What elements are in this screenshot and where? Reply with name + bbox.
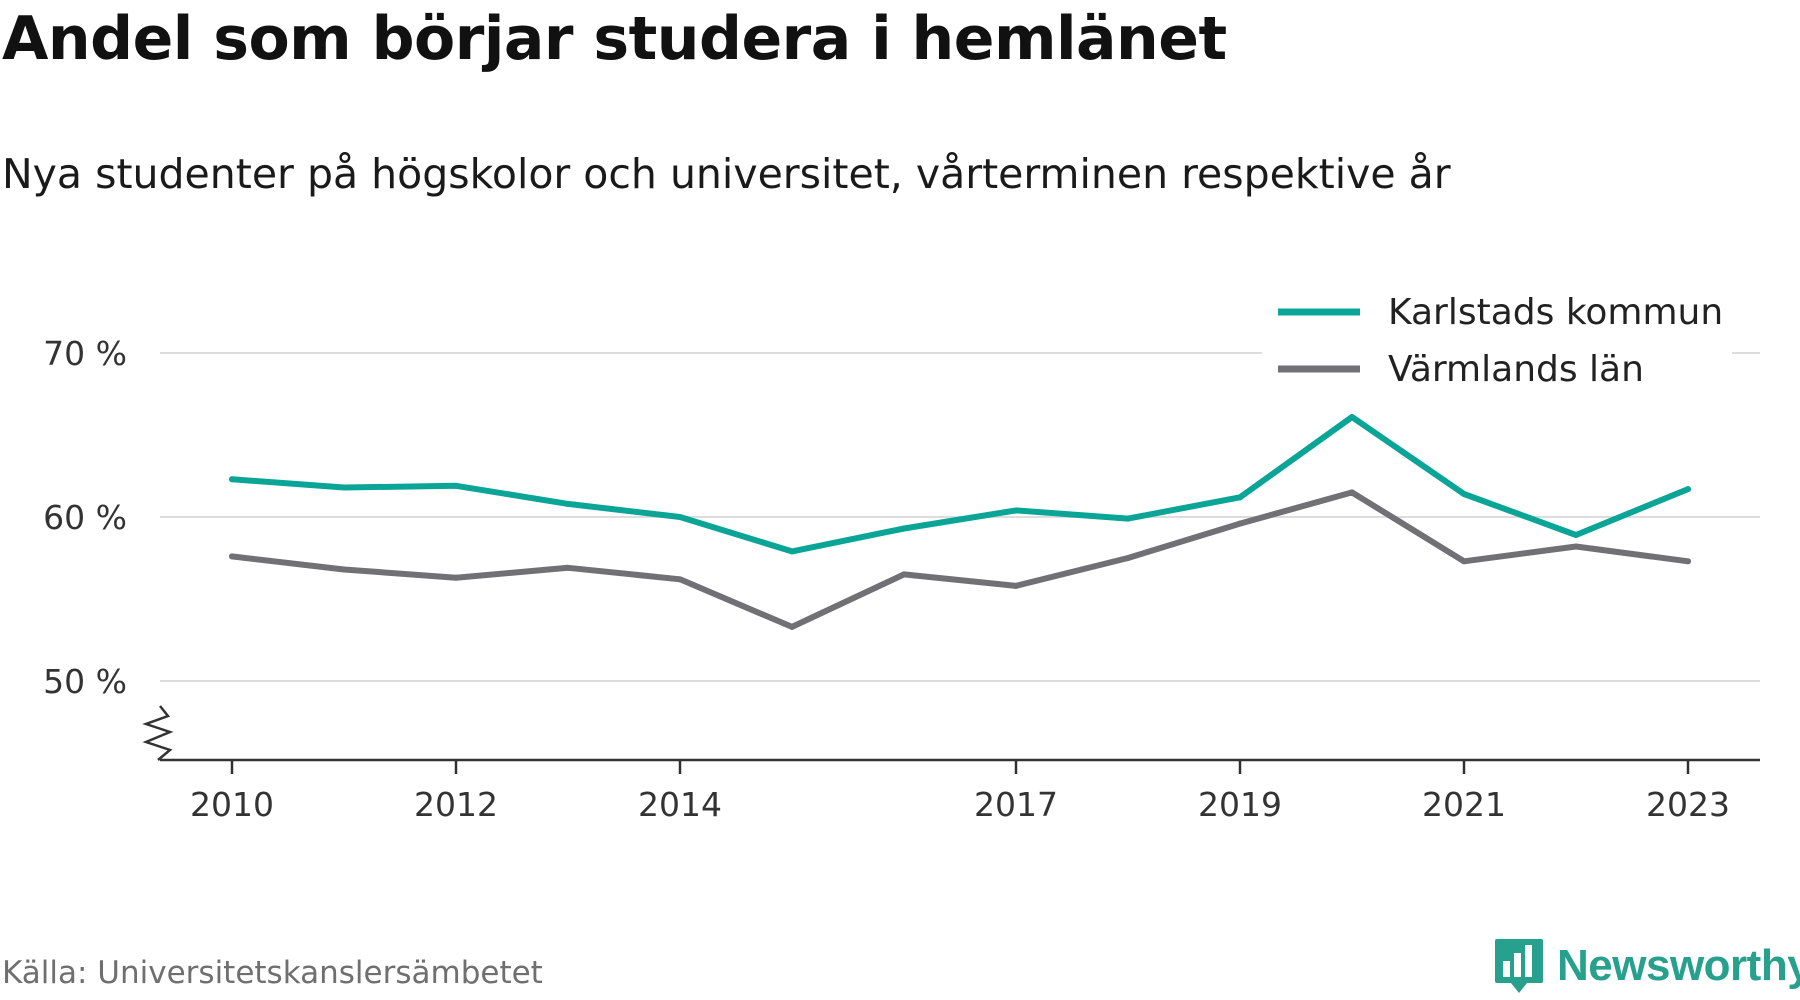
legend[interactable]: Karlstads kommun Värmlands län (1262, 286, 1732, 394)
data-point[interactable] (453, 482, 459, 489)
data-point[interactable] (901, 525, 907, 532)
y-tick-label: 50 % (43, 662, 127, 701)
bar-chart-logo-icon (1495, 939, 1543, 993)
data-point[interactable] (901, 571, 907, 578)
data-point[interactable] (1237, 494, 1243, 501)
series-line-1 (229, 489, 1691, 630)
data-point[interactable] (1573, 543, 1579, 550)
y-tick-label: 70 % (43, 334, 127, 373)
data-point[interactable] (1349, 413, 1355, 420)
data-point[interactable] (677, 576, 683, 583)
x-tick-label: 2023 (1646, 785, 1730, 824)
y-tick-label: 60 % (43, 498, 127, 537)
source-note: Källa: Universitetskanslersämbetet (2, 955, 543, 991)
data-point[interactable] (1461, 491, 1467, 498)
brand-logo[interactable]: Newsworthy (1493, 935, 1800, 997)
data-point[interactable] (341, 566, 347, 573)
x-tick-label: 2017 (974, 785, 1058, 824)
legend-label[interactable]: Karlstads kommun (1388, 292, 1723, 333)
x-tick-label: 2019 (1198, 785, 1282, 824)
data-point[interactable] (565, 564, 571, 571)
series-lines (229, 413, 1691, 630)
data-point[interactable] (1685, 486, 1691, 493)
x-tick-label: 2010 (190, 785, 274, 824)
data-point[interactable] (1125, 515, 1131, 522)
data-point[interactable] (677, 514, 683, 520)
data-point[interactable] (789, 623, 795, 630)
data-point[interactable] (229, 476, 235, 483)
data-point[interactable] (229, 553, 235, 560)
data-point[interactable] (1573, 532, 1579, 539)
legend-background (1262, 286, 1732, 394)
page-title: Andel som börjar studera i hemlänet (2, 4, 1227, 74)
x-axis-ticks: 2010 2012 2014 2017 2019 2021 2023 (190, 760, 1730, 824)
x-axis (142, 705, 1760, 762)
legend-label[interactable]: Värmlands län (1388, 349, 1644, 390)
x-tick-label: 2014 (638, 785, 722, 824)
data-point[interactable] (1013, 582, 1019, 589)
data-point[interactable] (453, 574, 459, 581)
data-point[interactable] (789, 548, 795, 555)
data-point[interactable] (341, 484, 347, 491)
data-point[interactable] (1685, 558, 1691, 565)
series-line-0 (229, 414, 1691, 555)
data-point[interactable] (1461, 558, 1467, 565)
y-axis-ticks: 50 % 60 % 70 % (43, 334, 127, 701)
x-tick-label: 2021 (1422, 785, 1506, 824)
data-point[interactable] (1013, 507, 1019, 514)
data-point[interactable] (1349, 489, 1355, 496)
x-tick-label: 2012 (414, 785, 498, 824)
data-point[interactable] (565, 500, 571, 507)
axis-break-icon (142, 705, 174, 761)
data-point[interactable] (1125, 555, 1131, 561)
brand-name: Newsworthy (1557, 941, 1800, 990)
page-subtitle: Nya studenter på högskolor och universit… (2, 150, 1451, 198)
data-point[interactable] (1237, 520, 1243, 527)
